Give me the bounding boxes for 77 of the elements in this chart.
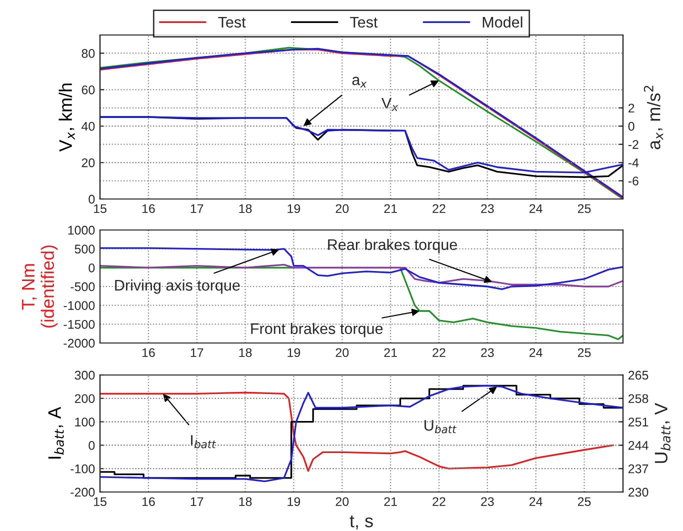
x-tick-label: 16 xyxy=(142,204,155,214)
annotation: a$_{x}$ xyxy=(352,76,367,88)
y2-tick-label: 0 xyxy=(628,122,634,131)
y-tick-label: 300 xyxy=(74,370,95,380)
y-tick-label: -100 xyxy=(70,464,95,474)
y2-tick-label: 265 xyxy=(628,370,648,380)
y-tick-label: -500 xyxy=(70,282,95,292)
y2-axis-title: a$_{x}$, m/s$^{2}$ xyxy=(644,86,664,150)
y2-tick-label: -4 xyxy=(628,158,639,168)
x-tick-label: 18 xyxy=(239,204,252,214)
y-tick-label: 20 xyxy=(82,158,95,168)
x-tick-label: 21 xyxy=(384,348,397,357)
x-tick-label: 21 xyxy=(384,497,397,506)
x-tick-label: 17 xyxy=(190,204,204,213)
y-tick-label: 500 xyxy=(74,244,95,254)
annotation: Front brakes torque xyxy=(251,322,383,338)
y-tick-label: 0 xyxy=(88,194,95,204)
y-axis-title: T, Nm (identified) xyxy=(22,245,58,328)
y2-tick-label: 258 xyxy=(628,394,648,404)
x-tick-label: 20 xyxy=(336,204,349,214)
y-tick-label: 1000 xyxy=(68,226,95,235)
y-tick-label: -200 xyxy=(70,488,95,497)
y-tick-label: -2000 xyxy=(64,338,95,348)
x-tick-label: 18 xyxy=(239,497,252,506)
x-tick-label: 25 xyxy=(578,497,591,506)
x-tick-label: 19 xyxy=(288,204,300,214)
x-tick-label: 19 xyxy=(288,348,300,358)
x-tick-label: 24 xyxy=(530,348,542,357)
annotation: U$_{batt}$ xyxy=(424,420,457,434)
y-tick-label: 60 xyxy=(82,85,95,94)
x-tick-label: 20 xyxy=(336,348,349,358)
x-tick-label: 25 xyxy=(578,204,591,214)
y-tick-label: 200 xyxy=(74,394,95,404)
annotation: Rear brakes torque xyxy=(328,238,457,254)
annotation: I$_{batt}$ xyxy=(191,435,216,448)
x-tick-label: 19 xyxy=(288,497,300,506)
y2-tick-label: 237 xyxy=(628,464,648,474)
legend-label: Model xyxy=(482,16,522,28)
y-axis-title: I$_{batt}$, A xyxy=(48,406,64,459)
x-tick-label: 23 xyxy=(481,204,494,214)
y-tick-label: 40 xyxy=(82,122,95,131)
x-axis-title: t, s xyxy=(350,515,373,530)
y2-tick-label: 244 xyxy=(628,441,648,450)
y-axis-title: V$_{x}$, km/h xyxy=(58,84,75,152)
y2-tick-label: 230 xyxy=(628,488,648,497)
x-tick-label: 23 xyxy=(481,348,494,358)
x-tick-label: 21 xyxy=(384,204,397,213)
x-tick-label: 16 xyxy=(142,497,155,506)
y-tick-label: 0 xyxy=(88,263,95,272)
legend-label: Test xyxy=(218,16,246,28)
x-tick-label: 17 xyxy=(190,497,204,506)
y2-axis-title: U$_{batt}$, V xyxy=(654,402,670,463)
y-tick-label: 0 xyxy=(88,441,95,450)
y-tick-label: -1500 xyxy=(64,320,95,329)
y-tick-label: -1000 xyxy=(64,301,95,310)
y2-tick-label: -2 xyxy=(628,140,638,149)
x-tick-label: 24 xyxy=(530,497,542,506)
x-tick-label: 15 xyxy=(94,204,106,214)
x-tick-label: 25 xyxy=(578,348,591,358)
x-tick-label: 18 xyxy=(239,348,252,358)
x-tick-label: 20 xyxy=(336,497,349,506)
y-tick-label: 80 xyxy=(82,49,95,58)
x-tick-label: 15 xyxy=(94,497,106,506)
y2-tick-label: -6 xyxy=(628,176,638,186)
x-tick-label: 17 xyxy=(190,348,204,357)
x-tick-label: 22 xyxy=(432,204,446,213)
annotation: Driving axis torque xyxy=(115,279,240,294)
x-tick-label: 22 xyxy=(432,497,446,506)
y-tick-label: 100 xyxy=(75,418,95,426)
y2-tick-label: 2 xyxy=(628,104,634,112)
x-tick-label: 16 xyxy=(142,348,155,358)
x-tick-label: 23 xyxy=(481,497,494,506)
legend-label: Test xyxy=(350,16,378,28)
line-series xyxy=(100,392,614,472)
x-tick-label: 22 xyxy=(432,348,446,357)
x-tick-label: 24 xyxy=(530,204,542,213)
y2-tick-label: 251 xyxy=(628,418,648,426)
